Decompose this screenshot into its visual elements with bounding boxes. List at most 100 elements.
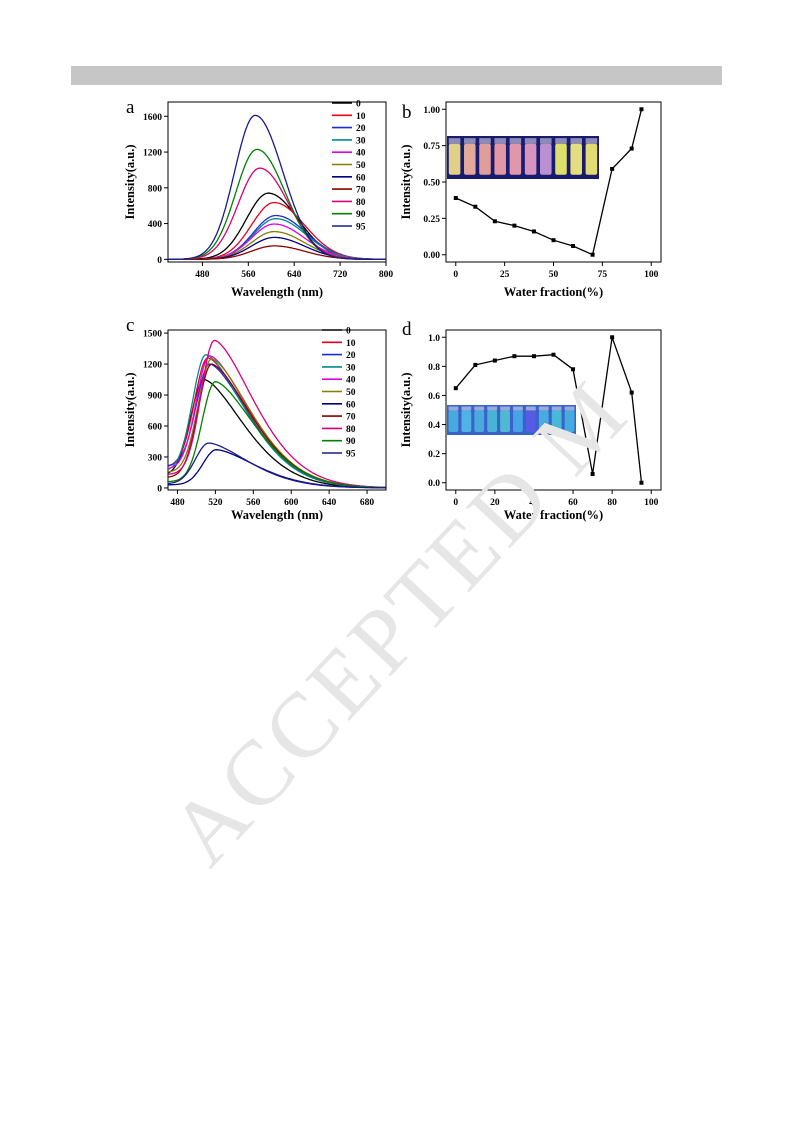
panel-label: d xyxy=(402,319,412,340)
data-point xyxy=(639,480,644,485)
x-axis-label: Water fraction(%) xyxy=(504,285,603,299)
plot-frame xyxy=(445,329,662,491)
series-line-90 xyxy=(168,381,386,489)
data-point xyxy=(551,352,556,357)
legend-label: 50 xyxy=(356,161,366,171)
legend: 0 10 20 30 40 50 60 70 80 90 95 xyxy=(322,327,356,460)
vial xyxy=(461,410,472,432)
y-tick-label: 0.75 xyxy=(423,142,440,152)
x-tick-label: 560 xyxy=(241,270,256,280)
x-axis-label: Wavelength (nm) xyxy=(231,508,323,522)
x-tick-label: 640 xyxy=(322,498,337,508)
vial xyxy=(509,143,522,175)
x-tick-label: 60 xyxy=(568,498,578,508)
data-point xyxy=(492,219,497,224)
data-point xyxy=(453,386,458,391)
x-tick-label: 100 xyxy=(644,498,659,508)
panel-label: c xyxy=(126,315,134,336)
x-tick-label: 40 xyxy=(529,498,539,508)
x-tick-label: 50 xyxy=(549,270,559,280)
vial-cap xyxy=(509,138,522,144)
x-tick-label: 100 xyxy=(644,270,659,280)
x-tick-label: 480 xyxy=(195,270,210,280)
vial xyxy=(500,410,510,432)
y-tick-label: 1200 xyxy=(143,361,162,371)
series-line-90 xyxy=(168,148,386,260)
vial-cap xyxy=(464,138,476,144)
legend-label: 20 xyxy=(356,124,366,134)
data-point xyxy=(590,252,595,257)
series-line-80 xyxy=(168,339,386,488)
chart-panel-d: d 0 20 40 60 80 100 0.0 0.2 0.4 0.6 0.8 1.0 Water fra… xyxy=(399,319,662,522)
vial-cap xyxy=(524,138,537,144)
data-point xyxy=(639,107,644,112)
y-axis-label: Intensity(a.u.) xyxy=(123,144,137,219)
legend-label: 90 xyxy=(346,437,356,447)
vial xyxy=(555,143,567,175)
legend-label: 60 xyxy=(346,400,356,410)
vial-cap xyxy=(494,138,506,144)
legend-label: 30 xyxy=(356,136,366,146)
data-point xyxy=(531,229,536,234)
vial xyxy=(513,410,523,432)
vial xyxy=(540,143,552,175)
x-tick-label: 560 xyxy=(246,498,261,508)
vial xyxy=(564,410,575,432)
inset-photo xyxy=(447,405,576,435)
y-axis-label: Intensity(a.u.) xyxy=(399,144,413,219)
data-point xyxy=(453,196,458,200)
y-axis-label: Intensity(a.u.) xyxy=(399,372,413,447)
vial-cap xyxy=(570,138,582,144)
data-point xyxy=(473,362,478,367)
y-tick-label: 0.8 xyxy=(428,363,440,373)
data-point xyxy=(512,354,517,359)
legend-label: 20 xyxy=(346,351,356,361)
legend-label: 80 xyxy=(346,425,356,435)
vial-cap xyxy=(513,406,523,411)
y-tick-label: 400 xyxy=(148,220,163,230)
vial-cap xyxy=(585,138,598,144)
vial-cap xyxy=(538,406,549,411)
vial xyxy=(487,410,498,432)
vial-cap xyxy=(555,138,567,144)
y-tick-label: 0.00 xyxy=(423,251,440,261)
page-header-bar xyxy=(71,66,722,85)
legend-label: 40 xyxy=(346,376,356,386)
data-point xyxy=(610,335,615,340)
inset-photo xyxy=(447,136,599,179)
data-point xyxy=(629,146,634,151)
x-tick-label: 520 xyxy=(208,498,223,508)
data-point xyxy=(610,166,615,171)
chart-panel-b: b 0 25 50 75 100 0.00 0.25 0.50 0.75 1.00 Water fra… xyxy=(399,101,662,299)
legend-label: 50 xyxy=(346,388,356,398)
vial-cap xyxy=(479,138,491,144)
vial-cap xyxy=(564,406,575,411)
legend-label: 0 xyxy=(346,327,351,337)
x-tick-label: 25 xyxy=(500,270,510,280)
legend-label: 40 xyxy=(356,149,366,159)
data-point xyxy=(590,472,595,476)
y-tick-label: 300 xyxy=(148,453,163,463)
vial-cap xyxy=(525,406,536,411)
vial xyxy=(585,143,598,175)
y-tick-label: 0.0 xyxy=(428,479,440,489)
legend-label: 10 xyxy=(346,339,356,349)
data-point xyxy=(492,358,497,363)
vial xyxy=(448,143,461,175)
data-point xyxy=(531,354,536,359)
x-axis-label: Water fraction(%) xyxy=(504,508,603,522)
vial xyxy=(551,410,562,432)
vial-cap xyxy=(500,406,510,411)
y-tick-label: 0.25 xyxy=(423,215,440,225)
plot-frame xyxy=(167,101,387,263)
legend-label: 60 xyxy=(356,173,366,183)
vial xyxy=(494,143,506,175)
x-tick-label: 600 xyxy=(284,498,299,508)
panel-label: a xyxy=(126,97,135,118)
x-axis-label: Wavelength (nm) xyxy=(231,285,323,299)
vial xyxy=(525,410,536,432)
data-point xyxy=(473,204,478,209)
legend-label: 10 xyxy=(356,112,366,122)
